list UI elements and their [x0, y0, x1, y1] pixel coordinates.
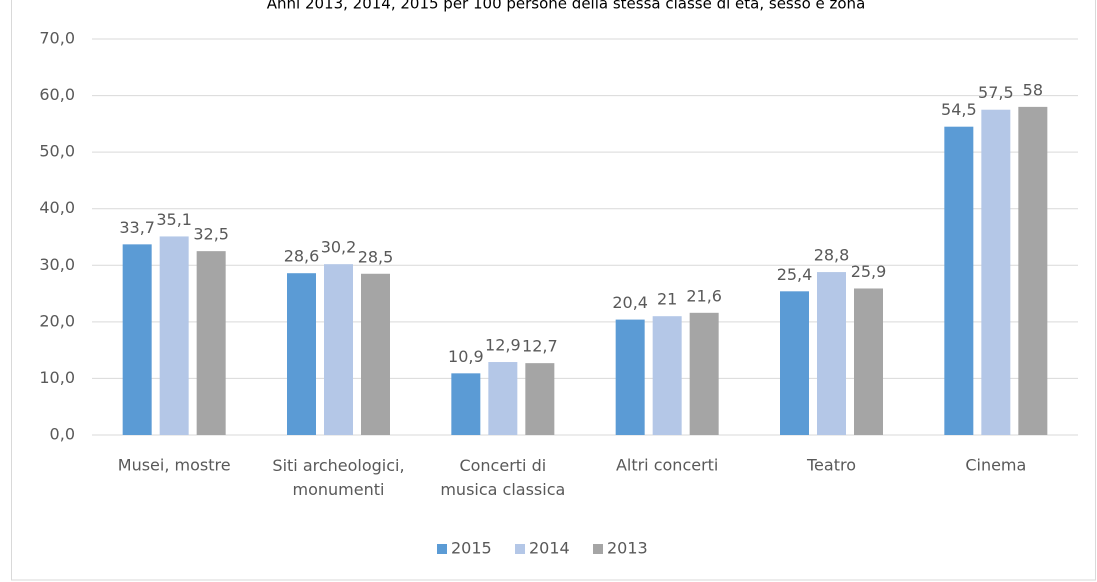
chart-subtitle: Anni 2013, 2014, 2015 per 100 persone de… [267, 0, 866, 13]
value-label: 57,5 [978, 83, 1014, 102]
value-label: 25,4 [777, 265, 813, 284]
value-label: 21 [657, 290, 677, 309]
bar [287, 273, 316, 435]
value-label: 12,7 [522, 337, 558, 356]
legend-swatch [515, 544, 525, 554]
bar [451, 373, 481, 435]
legend-swatch [593, 544, 603, 554]
x-tick-label: Teatro [806, 456, 856, 475]
bar [780, 291, 809, 435]
x-tick-label: Concerti di musica classica [440, 456, 565, 499]
x-tick-label: Siti archeologici, monumenti [272, 456, 404, 499]
bar [324, 264, 353, 435]
bar [689, 312, 719, 435]
bar [196, 251, 226, 435]
bar [817, 272, 846, 435]
bar [361, 273, 390, 435]
bar [159, 236, 189, 435]
value-label: 35,1 [156, 210, 192, 229]
x-tick-label: Musei, mostre [118, 456, 231, 475]
value-label: 30,2 [321, 238, 357, 257]
bar [944, 126, 974, 435]
y-tick-label: 30,0 [39, 255, 75, 274]
legend-label: 2014 [529, 539, 570, 558]
bar [615, 319, 645, 435]
value-label: 10,9 [448, 347, 484, 366]
bar [122, 244, 152, 435]
value-label: 20,4 [612, 293, 648, 312]
value-label: 21,6 [686, 286, 722, 305]
legend-label: 2015 [451, 539, 492, 558]
bar [488, 362, 518, 435]
x-tick-label: Cinema [965, 456, 1026, 475]
y-tick-label: 20,0 [39, 311, 75, 330]
value-label: 28,8 [814, 246, 850, 265]
y-tick-label: 40,0 [39, 198, 75, 217]
bar [525, 363, 555, 435]
legend-swatch [437, 544, 447, 554]
value-label: 25,9 [851, 262, 887, 281]
y-tick-label: 70,0 [39, 29, 75, 48]
value-label: 12,9 [485, 336, 521, 355]
y-tick-label: 60,0 [39, 85, 75, 104]
value-label: 33,7 [119, 218, 155, 237]
x-tick-label: Altri concerti [616, 456, 718, 475]
value-label: 28,5 [358, 247, 394, 266]
value-label: 28,6 [284, 247, 320, 266]
value-label: 32,5 [193, 225, 229, 244]
y-tick-label: 50,0 [39, 142, 75, 161]
legend-label: 2013 [607, 539, 648, 558]
bar [652, 316, 682, 435]
value-label: 58 [1023, 80, 1043, 99]
bar [1018, 106, 1048, 435]
y-tick-label: 10,0 [39, 368, 75, 387]
value-label: 54,5 [941, 100, 977, 119]
y-tick-label: 0,0 [50, 425, 75, 444]
bar [854, 288, 883, 435]
chart-frame [11, 0, 1096, 581]
bar [981, 109, 1011, 435]
